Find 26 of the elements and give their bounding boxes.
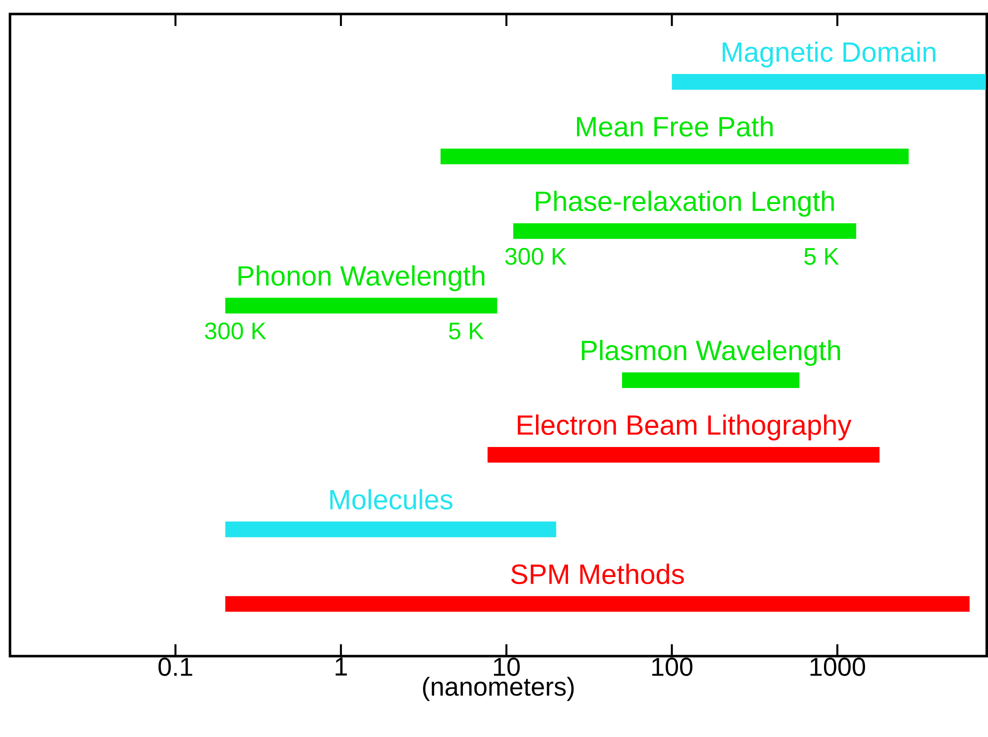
- annotation: 300 K: [505, 248, 566, 265]
- x-tick-label: 100: [652, 658, 692, 676]
- x-tick-label: 0.1: [158, 658, 192, 676]
- annotation: 5 K: [449, 322, 484, 340]
- annotation: 5 K: [804, 248, 839, 265]
- bar: [225, 522, 556, 538]
- bar: [440, 148, 909, 164]
- annotation: 300 K: [205, 322, 266, 340]
- bar: [488, 446, 880, 463]
- y-tick-label: Phonon Wavelength: [238, 265, 484, 292]
- x-tick-label: 10: [494, 658, 520, 676]
- bar: [513, 223, 856, 239]
- bar: [622, 372, 800, 388]
- bar: [225, 596, 970, 612]
- y-tick-label: Electron Beam Lithography: [518, 414, 852, 440]
- y-tick-label: Mean Free Path: [577, 116, 773, 137]
- x-axis-title: (nanometers): [423, 676, 574, 701]
- y-tick-label: Magnetic Domain: [722, 42, 936, 68]
- x-tick-label: 1000: [810, 658, 866, 676]
- x-tick-label: 1: [336, 658, 347, 676]
- y-tick-label: Phase-relaxation Length: [536, 190, 834, 217]
- y-tick-label: Molecules: [330, 489, 452, 510]
- bar: [672, 74, 986, 90]
- bar: [225, 298, 498, 314]
- y-tick-label: Plasmon Wavelength: [582, 340, 840, 366]
- y-tick-label: SPM Methods: [511, 564, 684, 584]
